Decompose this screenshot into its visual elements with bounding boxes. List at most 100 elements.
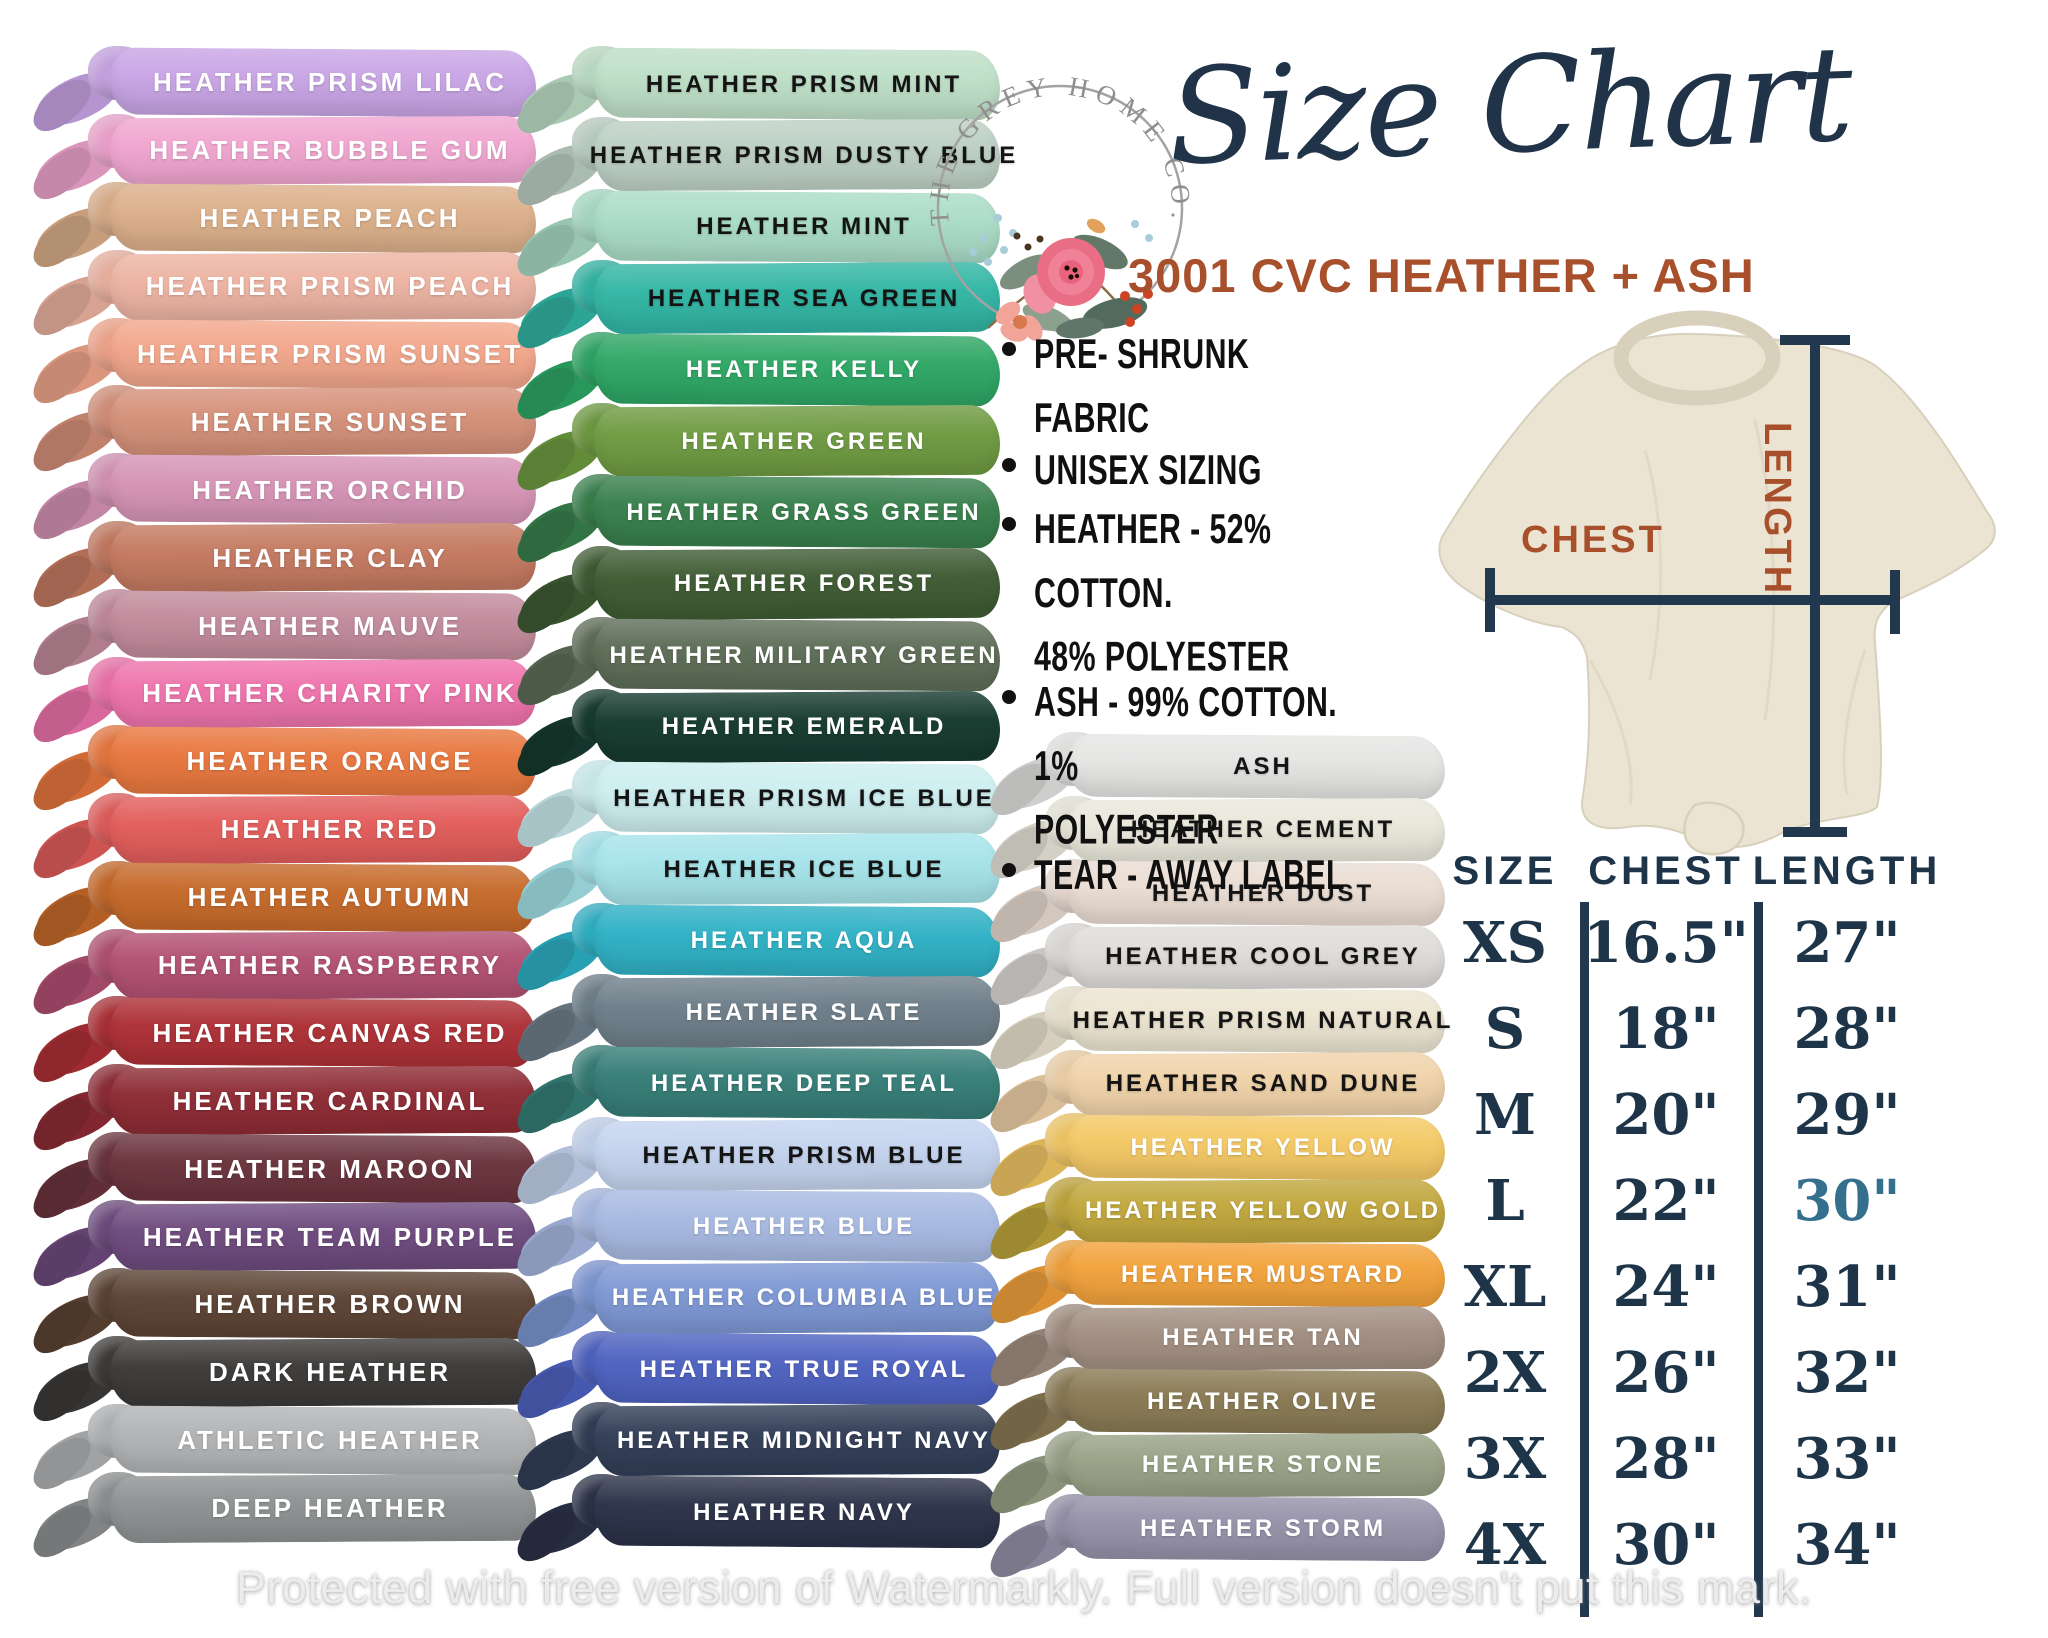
product-heading: 3001 CVC HEATHER + ASH	[1128, 249, 1755, 302]
swatch-label: HEATHER GREEN	[681, 427, 927, 455]
cell-length: 32"	[1793, 1340, 1901, 1406]
swatch-row: HEATHER SEA GREEN	[508, 260, 1001, 356]
swatch-row: HEATHER ORANGE	[24, 724, 537, 819]
size-table-row: XS 16.5" 27"	[1430, 900, 1942, 986]
swatch-label: HEATHER BROWN	[194, 1289, 466, 1320]
feature-item: ASH - 99% COTTON. 1% POLYESTER	[1002, 670, 1422, 853]
cell-chest: 20"	[1612, 1082, 1720, 1148]
swatch-label: HEATHER RED	[220, 814, 440, 845]
swatch-row: DARK HEATHER	[24, 1335, 537, 1430]
swatch-row: HEATHER DEEP TEAL	[508, 1045, 1001, 1142]
swatch-label: HEATHER ICE BLUE	[663, 855, 945, 883]
size-table-row: 4X 30" 34"	[1430, 1502, 1942, 1588]
swatch-label: HEATHER TAN	[1162, 1324, 1364, 1352]
swatch-row: DEEP HEATHER	[24, 1471, 537, 1566]
table-divider	[1580, 902, 1589, 1617]
swatch-label: HEATHER SAND DUNE	[1105, 1070, 1421, 1098]
swatch-label: HEATHER CEMENT	[1130, 816, 1396, 844]
svg-text:THE GREY HOME CO.: THE GREY HOME CO.	[928, 71, 1192, 228]
swatch-row: HEATHER MAUVE	[24, 589, 537, 683]
swatch-row: HEATHER STORM	[981, 1494, 1446, 1586]
swatch-label: HEATHER ORCHID	[192, 474, 468, 505]
cell-length: 30"	[1793, 1168, 1901, 1234]
size-table-row: S 18" 28"	[1430, 986, 1942, 1072]
swatch-row: HEATHER MIDNIGHT NAVY	[508, 1402, 1001, 1499]
swatch-row: HEATHER CLAY	[24, 521, 537, 615]
swatch-label: HEATHER PRISM BLUE	[642, 1141, 966, 1169]
swatch-label: HEATHER CARDINAL	[172, 1085, 488, 1116]
swatch-row: HEATHER PRISM LILAC	[24, 46, 537, 140]
swatch-label: HEATHER MIDNIGHT NAVY	[616, 1427, 992, 1455]
swatch-row: HEATHER EMERALD	[508, 688, 1001, 785]
swatch-row: HEATHER YELLOW GOLD	[981, 1176, 1446, 1268]
swatch-row: HEATHER MAROON	[24, 1132, 537, 1226]
cell-chest: 16.5"	[1583, 910, 1749, 976]
cell-chest: 24"	[1612, 1254, 1720, 1320]
swatch-row: HEATHER AQUA	[508, 902, 1001, 999]
feature-item: HEATHER - 52% COTTON. 48% POLYESTER	[1002, 497, 1422, 680]
cell-size: XS	[1463, 910, 1547, 976]
bullet-icon	[1002, 863, 1016, 877]
swatch-row: ASH	[981, 732, 1446, 824]
swatch-row: ATHLETIC HEATHER	[24, 1403, 537, 1498]
swatch-label: HEATHER AQUA	[690, 927, 918, 955]
tshirt-icon	[1438, 310, 1996, 856]
swatch-row: HEATHER AUTUMN	[24, 860, 537, 955]
swatch-label: HEATHER SLATE	[685, 998, 923, 1026]
swatch-label: HEATHER OLIVE	[1147, 1387, 1379, 1415]
swatch-row: HEATHER GREEN	[508, 402, 1001, 499]
cell-chest: 18"	[1612, 996, 1720, 1062]
tshirt-diagram: CHEST LENGTH	[1438, 310, 1996, 856]
swatch-row: HEATHER ICE BLUE	[508, 831, 1001, 928]
swatch-row: HEATHER COOL GREY	[981, 922, 1446, 1014]
cell-length: 34"	[1793, 1512, 1901, 1578]
swatch-label: ATHLETIC HEATHER	[177, 1425, 483, 1456]
bullet-icon	[1002, 517, 1016, 531]
swatch-label: HEATHER NAVY	[693, 1498, 915, 1526]
swatch-column-neutral: ASH HEATHER CEMENT HEATHER DUST	[981, 732, 1454, 1586]
swatch-label: HEATHER PRISM PEACH	[145, 271, 515, 302]
tshirt-knot-icon	[1683, 801, 1745, 856]
cell-chest: 22"	[1612, 1168, 1720, 1234]
feature-text: ASH - 99% COTTON. 1% POLYESTER	[1034, 678, 1338, 853]
cell-size: L	[1485, 1168, 1525, 1234]
swatch-label: HEATHER MINT	[696, 213, 912, 241]
cell-size: S	[1484, 996, 1526, 1062]
bullet-icon	[1002, 458, 1016, 472]
header-chest: CHEST	[1588, 848, 1744, 893]
bullet-icon	[1002, 342, 1016, 356]
size-table-row: 2X 26" 32"	[1430, 1330, 1942, 1416]
watermark-text: Protected with free version of Watermark…	[235, 1562, 1813, 1613]
feature-text: TEAR - AWAY LABEL	[1034, 851, 1345, 898]
cell-chest: 28"	[1612, 1426, 1720, 1492]
swatch-label: HEATHER PRISM MINT	[645, 70, 963, 98]
swatch-row: HEATHER CHARITY PINK	[24, 657, 537, 751]
cell-size: XL	[1463, 1254, 1547, 1320]
swatch-row: HEATHER TRUE ROYAL	[508, 1331, 1001, 1427]
swatch-row: HEATHER ORCHID	[24, 453, 537, 548]
swatch-row: HEATHER STONE	[981, 1430, 1446, 1522]
swatch-label: HEATHER YELLOW	[1130, 1133, 1396, 1161]
size-table-body: XS 16.5" 27" S 18" 28" M 20" 29" L	[1430, 900, 1942, 1588]
size-table-row: XL 24" 31"	[1430, 1244, 1942, 1330]
swatch-row: HEATHER BUBBLE GUM	[24, 113, 537, 208]
cell-length: 33"	[1793, 1426, 1901, 1492]
feature-text: UNISEX SIZING	[1034, 446, 1262, 493]
swatch-row: HEATHER BLUE	[508, 1188, 1001, 1284]
swatch-row: HEATHER GRASS GREEN	[508, 474, 1001, 571]
swatch-label: HEATHER YELLOW GOLD	[1084, 1197, 1442, 1225]
swatch-row: HEATHER YELLOW	[981, 1113, 1446, 1205]
swatch-label: HEATHER PRISM SUNSET	[137, 339, 523, 369]
chest-label: CHEST	[1521, 519, 1665, 561]
header-size: SIZE	[1452, 848, 1558, 893]
size-table: SIZE CHEST LENGTH XS 16.5" 27" S 18" 28"	[1430, 842, 1942, 1617]
swatch-label: HEATHER CLAY	[212, 542, 448, 573]
feature-item: PRE- SHRUNK FABRIC	[1002, 322, 1422, 441]
measurement-lines	[1485, 335, 1900, 837]
swatch-row: HEATHER MUSTARD	[981, 1240, 1446, 1332]
swatch-row: HEATHER CEMENT	[981, 795, 1446, 887]
swatch-label: HEATHER PRISM NATURAL	[1072, 1006, 1454, 1034]
cell-size: M	[1474, 1082, 1536, 1148]
swatch-label: HEATHER TEAM PURPLE	[142, 1221, 518, 1252]
